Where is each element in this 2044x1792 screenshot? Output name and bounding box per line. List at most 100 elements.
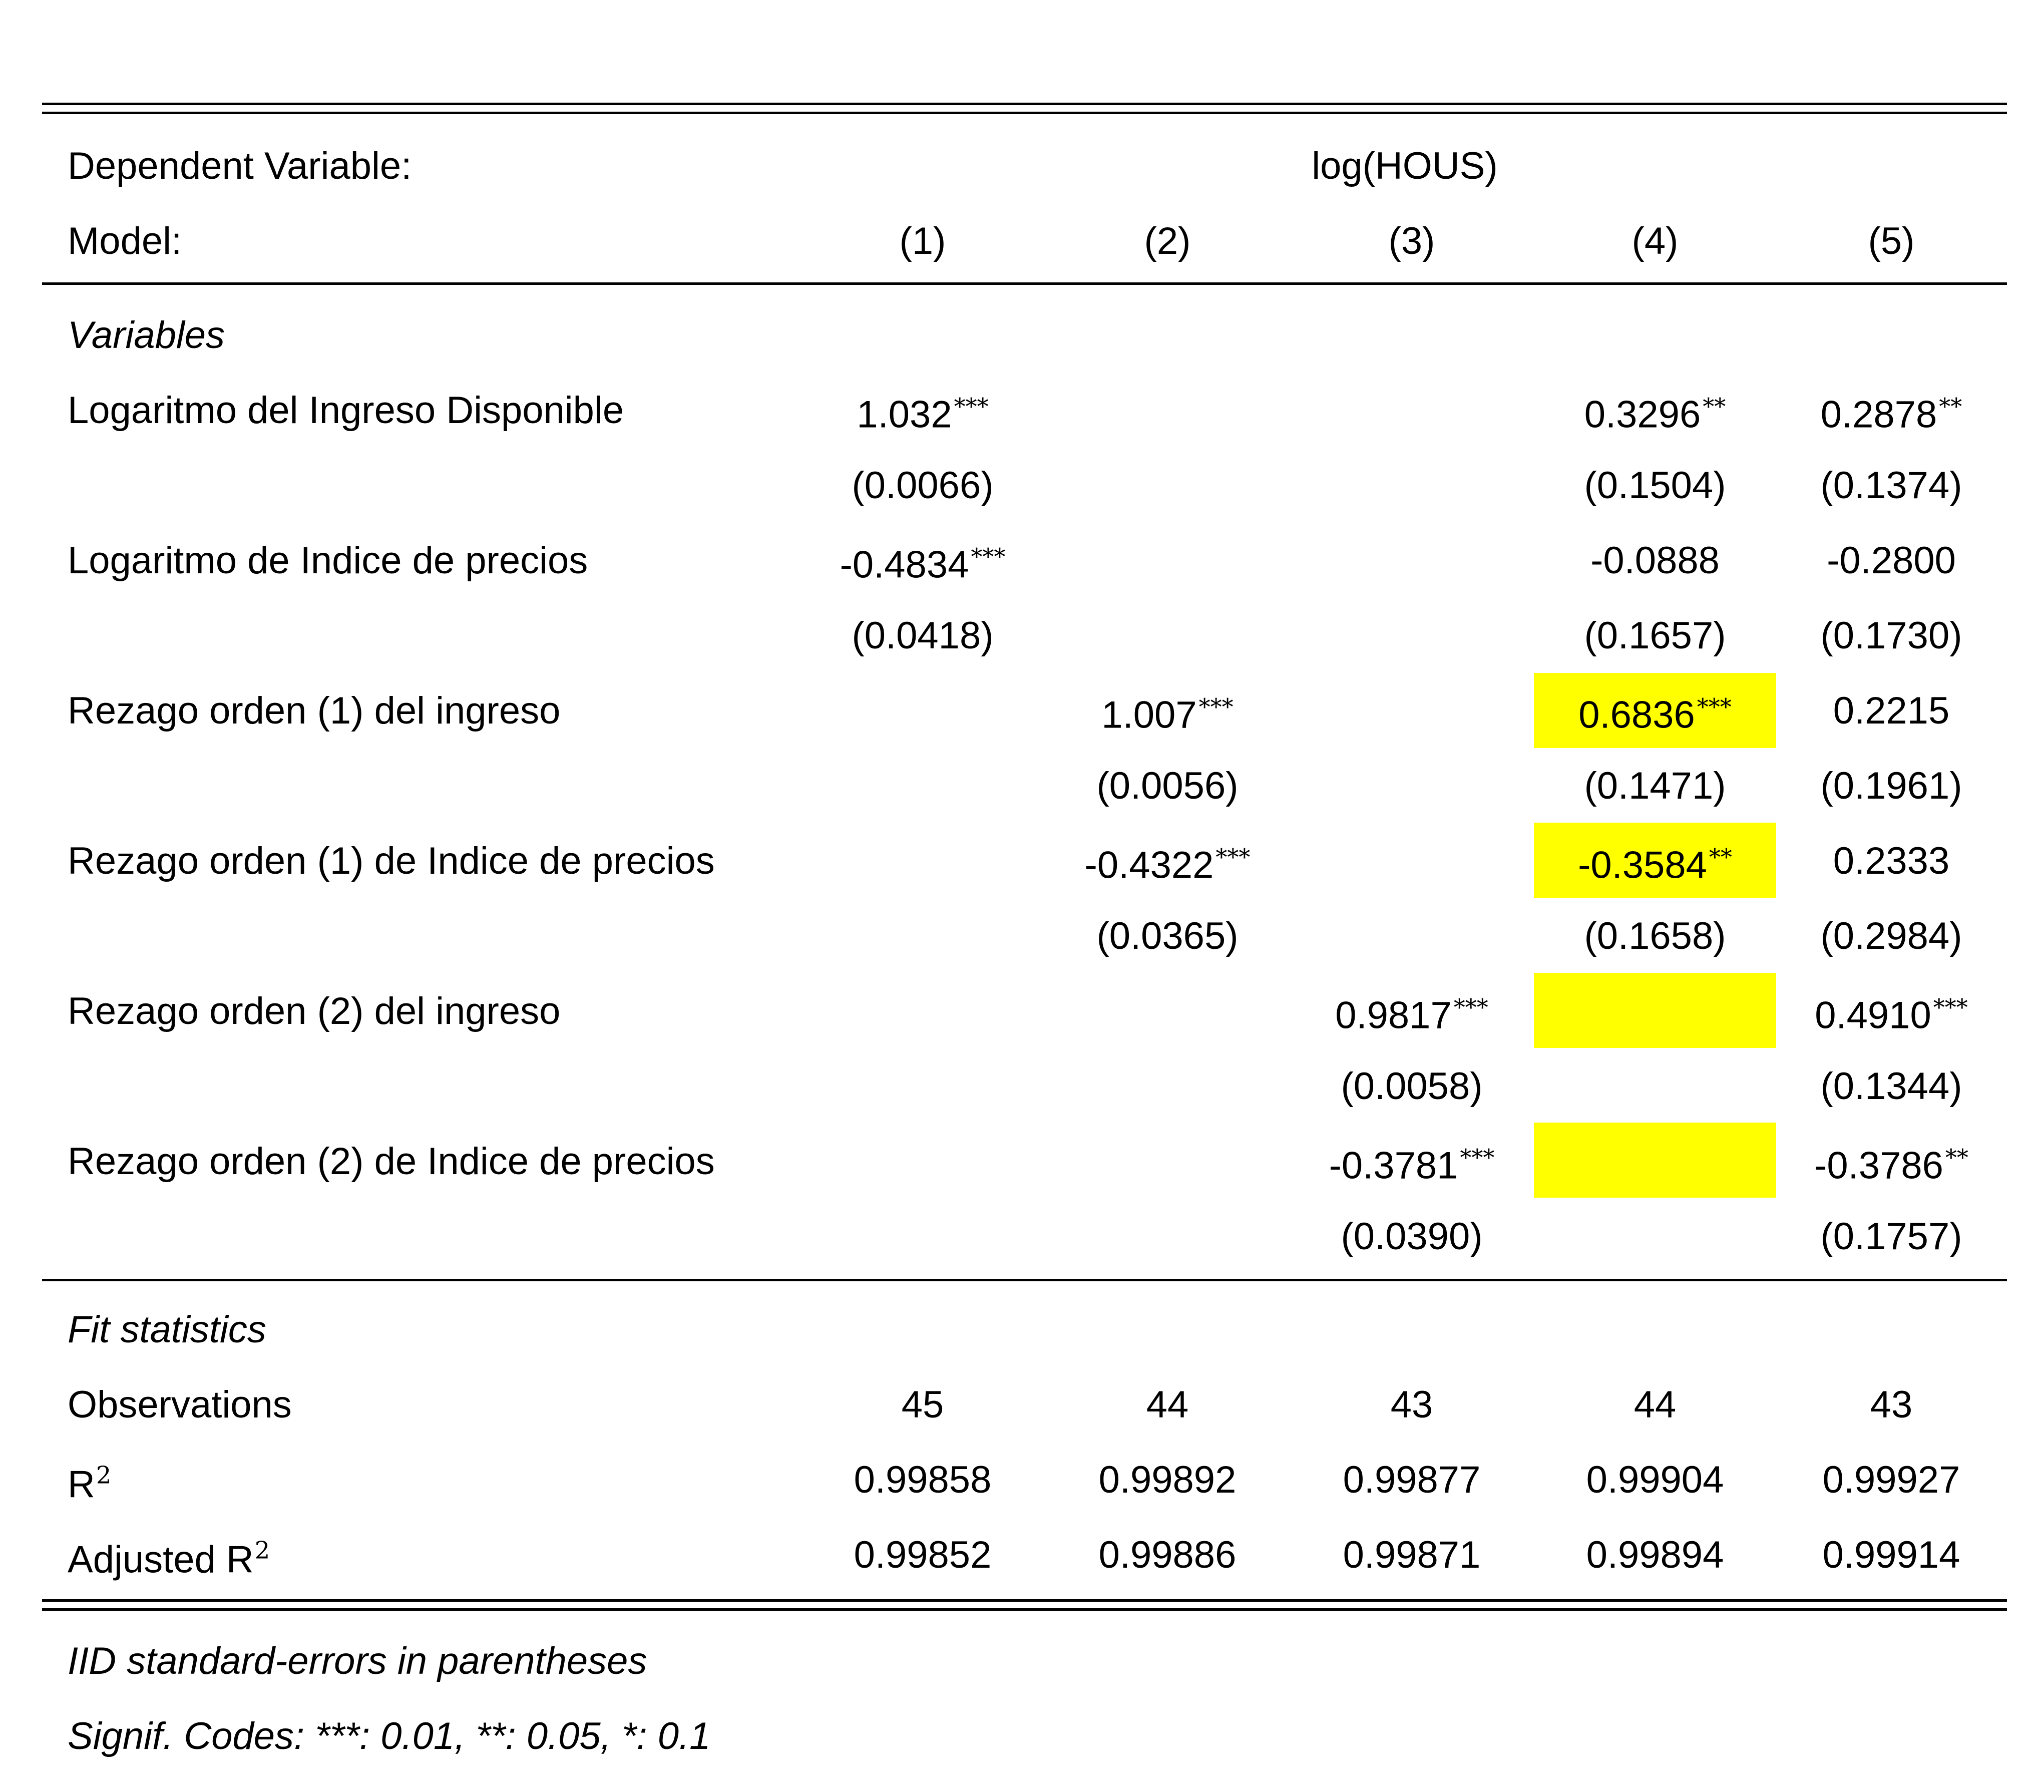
top-rule [42, 103, 2007, 105]
fit-stat-value: 0.99852 [854, 1534, 992, 1576]
model-header: (3) [1388, 220, 1435, 262]
coefficient-cell: 0.6836*** [1535, 688, 1775, 735]
coefficient-value: -0.0888 [1590, 539, 1720, 582]
fit-stat-name: R2 [68, 1457, 111, 1504]
standard-error-cell: (0.0418) [852, 614, 994, 657]
variable-name: Rezago orden (2) de Indice de precios [68, 1140, 715, 1183]
coefficient-value: 0.2878 [1820, 393, 1937, 436]
variable-name: Rezago orden (2) del ingreso [68, 990, 561, 1032]
coefficient-cell: -0.3781*** [1292, 1139, 1532, 1185]
fit-section-title: Fit statistics [68, 1308, 266, 1351]
highlight-cell [1534, 823, 1776, 898]
fit-stat-value: 0.99892 [1098, 1459, 1237, 1501]
bottom-rule-second [42, 1608, 2007, 1611]
standard-error-cell: (0.0066) [852, 464, 994, 507]
superscript: 2 [96, 1461, 112, 1490]
model-label: Model: [68, 220, 182, 262]
model-header: (1) [899, 220, 946, 262]
coefficient-value: -0.3781 [1329, 1144, 1458, 1187]
significance-stars: *** [1215, 843, 1251, 871]
fit-stat-value: 44 [1146, 1383, 1189, 1426]
standard-error-cell: (0.2984) [1820, 915, 1962, 957]
model-header: (2) [1144, 220, 1191, 262]
highlight-cell [1534, 673, 1776, 748]
coefficient-value: -0.4322 [1084, 844, 1214, 887]
coefficient-value: -0.3584 [1578, 844, 1707, 887]
dependent-variable-label: Dependent Variable: [68, 145, 412, 187]
significance-stars: ** [1703, 393, 1726, 420]
header-rule [42, 282, 2007, 285]
highlight-cell [1534, 1123, 1776, 1198]
significance-stars: ** [1709, 843, 1732, 871]
variable-name: Logaritmo del Ingreso Disponible [68, 389, 624, 432]
coefficient-cell: -0.2800 [1771, 542, 2011, 580]
variables-section-title: Variables [68, 314, 225, 356]
fit-stat-value: 0.99894 [1586, 1534, 1724, 1576]
fit-stat-value: 0.99904 [1586, 1459, 1724, 1501]
standard-error-cell: (0.1344) [1820, 1065, 1962, 1108]
coefficient-value: 0.2333 [1833, 840, 1950, 882]
fit-stat-value: 0.99877 [1343, 1459, 1481, 1501]
standard-error-cell: (0.1471) [1584, 765, 1726, 807]
significance-stars: *** [971, 543, 1006, 570]
model-header: (5) [1868, 220, 1915, 262]
fit-stat-name: Observations [68, 1386, 292, 1424]
standard-error-cell: (0.0056) [1096, 765, 1239, 807]
fit-stat-value: 0.99871 [1343, 1534, 1481, 1576]
standard-error-cell: (0.1730) [1820, 614, 1962, 657]
variables-end-rule [42, 1279, 2007, 1281]
coefficient-value: 0.4910 [1815, 994, 1931, 1037]
coefficient-cell: 1.032*** [802, 388, 1043, 434]
top-rule-second [42, 112, 2007, 114]
coefficient-value: -0.4834 [840, 543, 969, 586]
coefficient-cell: 0.2333 [1771, 842, 2011, 880]
fit-stat-value: 43 [1870, 1383, 1913, 1426]
variable-name: Logaritmo de Indice de precios [68, 539, 588, 582]
fit-stat-value: 0.99914 [1822, 1534, 1960, 1576]
coefficient-value: -0.3786 [1814, 1144, 1943, 1187]
coefficient-cell: 0.2215 [1771, 692, 2011, 730]
fit-stat-value: 0.99858 [854, 1459, 992, 1501]
fit-stat-label: Adjusted R [68, 1538, 254, 1581]
note-standard-errors: IID standard-errors in parentheses [68, 1640, 647, 1682]
fit-stat-label: Observations [68, 1383, 292, 1426]
coefficient-value: -0.2800 [1827, 539, 1956, 582]
standard-error-cell: (0.0058) [1341, 1065, 1483, 1108]
fit-stat-label: R [68, 1463, 95, 1506]
standard-error-cell: (0.1757) [1820, 1215, 1962, 1258]
coefficient-value: 1.007 [1101, 693, 1197, 737]
variable-name: Rezago orden (1) del ingreso [68, 689, 561, 732]
standard-error-cell: (0.1961) [1820, 765, 1962, 807]
fit-stat-value: 43 [1390, 1383, 1433, 1426]
coefficient-cell: -0.3786** [1771, 1139, 2011, 1185]
coefficient-cell: 0.9817*** [1292, 988, 1532, 1035]
coefficient-cell: 0.4910*** [1771, 988, 2011, 1035]
note-significance-codes: Signif. Codes: ***: 0.01, **: 0.05, *: 0… [68, 1715, 711, 1757]
standard-error-cell: (0.0390) [1341, 1215, 1483, 1258]
coefficient-cell: -0.4322*** [1047, 838, 1288, 885]
fit-stat-value: 44 [1633, 1383, 1677, 1426]
coefficient-cell: 0.3296** [1535, 388, 1775, 434]
coefficient-cell: 1.007*** [1047, 688, 1288, 735]
significance-stars: ** [1945, 1144, 1968, 1171]
significance-stars: *** [1933, 993, 1968, 1021]
fit-stat-name: Adjusted R2 [68, 1532, 270, 1579]
standard-error-cell: (0.1658) [1584, 915, 1726, 957]
significance-stars: *** [1198, 693, 1234, 721]
significance-stars: ** [1939, 393, 1962, 420]
coefficient-value: 0.6836 [1578, 693, 1695, 737]
bottom-rule [42, 1599, 2007, 1602]
significance-stars: *** [1453, 993, 1488, 1021]
superscript: 2 [254, 1536, 270, 1565]
significance-stars: *** [1460, 1144, 1495, 1171]
standard-error-cell: (0.0365) [1096, 915, 1239, 957]
coefficient-cell: -0.4834*** [802, 538, 1043, 584]
coefficient-value: 1.032 [857, 393, 952, 436]
coefficient-value: 0.3296 [1584, 393, 1701, 436]
coefficient-cell: -0.0888 [1535, 542, 1775, 580]
standard-error-cell: (0.1374) [1820, 464, 1962, 507]
standard-error-cell: (0.1657) [1584, 614, 1726, 657]
fit-stat-value: 0.99886 [1098, 1534, 1237, 1576]
coefficient-cell: -0.3584** [1535, 838, 1775, 885]
variable-name: Rezago orden (1) de Indice de precios [68, 840, 715, 882]
